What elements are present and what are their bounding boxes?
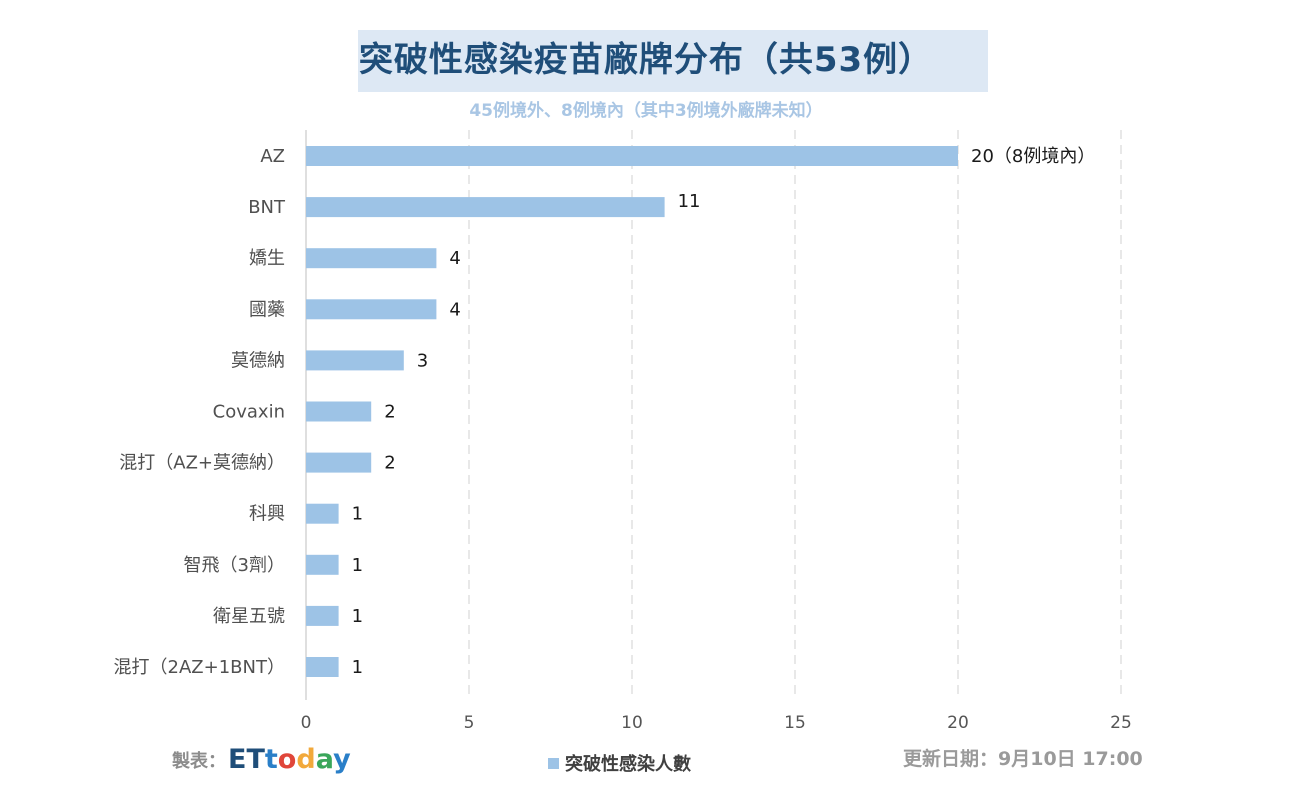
data-label: 3 [417,350,428,371]
data-label: 20（8例境內） [971,146,1095,167]
x-tick-label: 5 [464,713,475,733]
category-label: Covaxin [213,402,285,423]
category-label: 嬌生 [249,248,285,269]
data-label: 1 [352,504,363,525]
data-label: 4 [449,299,460,320]
title-highlight [358,30,988,92]
x-tick-label: 20 [947,713,969,733]
category-label: 莫德納 [231,350,285,371]
x-tick-label: 0 [301,713,312,733]
bar [306,401,372,422]
credit: 製表： ETtoday [172,744,351,775]
category-label: 智飛（3劑） [184,555,285,576]
category-label: 衛星五號 [213,606,285,627]
bar [306,554,339,575]
bar [306,146,958,166]
chart-title: 突破性感染疫苗廠牌分布（共53例） [358,40,934,80]
x-tick-label: 10 [621,713,643,733]
legend: 突破性感染人數 [548,750,691,776]
data-label: 1 [352,555,363,576]
credit-label: 製表： [172,750,226,772]
x-tick-label: 25 [1110,713,1132,733]
category-label: BNT [248,197,286,218]
chart-subtitle: 45例境外、8例境內（其中3例境外廠牌未知） [469,101,823,121]
data-label: 1 [352,606,363,627]
bar [306,657,339,677]
category-label: 混打（2AZ+1BNT） [114,657,285,678]
data-label: 4 [449,248,460,269]
data-label: 11 [678,191,701,212]
bar [306,248,437,269]
category-label: AZ [260,146,285,167]
category-label: 科興 [249,504,285,525]
bar [306,452,372,473]
category-label: 混打（AZ+莫德納） [119,453,285,474]
legend-label: 突破性感染人數 [565,754,691,775]
legend-swatch [548,757,559,769]
update-time: 更新日期：9月10日 17:00 [903,748,1143,770]
x-tick-label: 15 [784,713,806,733]
data-label: 2 [384,453,395,474]
bar [306,197,665,218]
category-label: 國藥 [249,299,285,320]
data-label: 1 [352,657,363,678]
bar [306,605,339,626]
bar [306,299,437,320]
bar [306,503,339,524]
bar [306,350,404,371]
data-label: 2 [384,402,395,423]
ettoday-logo: ETtoday [228,744,351,775]
